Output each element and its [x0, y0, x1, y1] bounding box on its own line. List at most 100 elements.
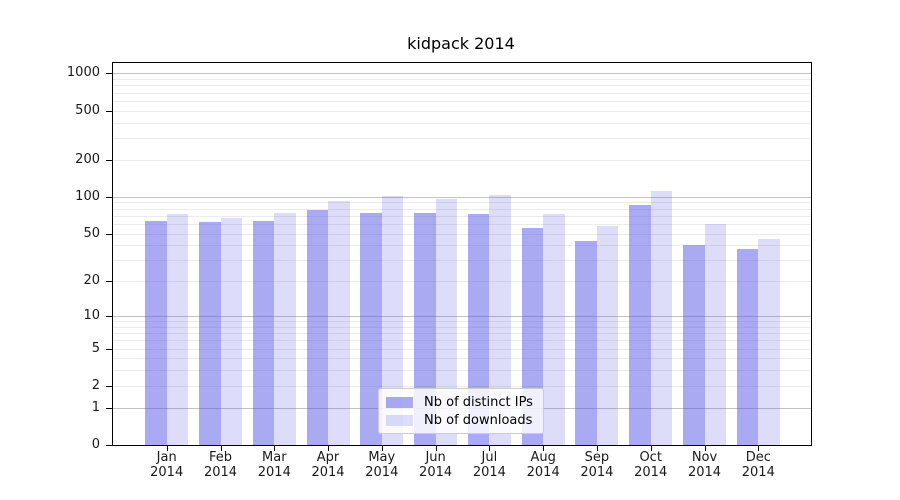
bar-ips-oct	[629, 205, 651, 445]
x-tick-label: Jul 2014	[472, 450, 506, 480]
legend: Nb of distinct IPs Nb of downloads	[378, 388, 544, 434]
gridline-minor	[113, 333, 811, 335]
y-tick-label: 20	[83, 273, 100, 289]
legend-label-downloads: Nb of downloads	[424, 412, 533, 428]
y-tick-label: 5	[91, 340, 100, 356]
bar-dl-feb	[220, 218, 242, 445]
gridline-minor	[113, 348, 811, 350]
x-tick-label: May 2014	[365, 450, 399, 480]
gridline-major	[113, 73, 811, 75]
x-tick	[435, 445, 437, 451]
x-tick-label: Feb 2014	[203, 450, 238, 480]
bar-dl-jul	[489, 194, 511, 445]
bar-dl-mar	[274, 212, 296, 445]
gridline-minor	[113, 245, 811, 247]
gridline-minor	[113, 100, 811, 102]
gridline-minor	[113, 138, 811, 139]
bar-ips-jan	[145, 220, 167, 445]
y-tick	[106, 233, 113, 235]
bar-dl-jan	[166, 214, 189, 445]
x-tick	[274, 445, 276, 451]
bar-dl-oct	[650, 190, 673, 445]
x-tick-label: Nov 2014	[687, 450, 722, 480]
gridline-minor	[113, 326, 811, 328]
gridline-minor	[113, 385, 811, 387]
bar-ips-feb	[199, 222, 221, 445]
gridline-minor	[113, 202, 811, 204]
gridline-major	[113, 196, 811, 198]
legend-swatch-ips	[386, 396, 413, 408]
y-tick-label: 50	[83, 225, 100, 241]
gridline-minor	[113, 260, 811, 262]
bar-dl-nov	[704, 223, 726, 445]
gridline-minor	[113, 159, 811, 161]
gridline-minor	[113, 110, 811, 112]
bar-ips-jul	[467, 213, 490, 445]
x-tick-label: Jun 2014	[419, 450, 453, 480]
x-tick	[543, 445, 545, 451]
y-tick	[106, 196, 113, 198]
y-tick-label: 200	[75, 151, 100, 167]
bar-dl-aug	[543, 214, 565, 445]
y-tick	[106, 281, 113, 283]
bar-ips-may	[360, 212, 382, 445]
y-tick-label: 0	[91, 437, 100, 452]
x-tick-label: Oct 2014	[634, 450, 668, 480]
bar-ips-apr	[306, 210, 328, 445]
gridline-minor	[113, 340, 811, 342]
gridline-minor	[113, 233, 811, 235]
x-tick	[596, 445, 598, 451]
y-tick	[106, 73, 113, 75]
y-tick-label: 500	[75, 102, 100, 118]
x-tick-label: Aug 2014	[526, 450, 560, 480]
legend-swatch-downloads	[386, 414, 413, 426]
x-tick	[328, 445, 329, 451]
legend-item-downloads: Nb of downloads	[386, 412, 535, 428]
y-tick	[106, 407, 113, 409]
bar-dl-dec	[758, 239, 780, 445]
gridline-minor	[113, 215, 811, 217]
bar-ips-mar	[252, 220, 275, 445]
x-tick-label: Sep 2014	[580, 450, 614, 480]
x-tick-label: Jan 2014	[150, 450, 184, 480]
x-tick-label: Apr 2014	[311, 450, 345, 480]
x-tick	[758, 445, 760, 451]
y-tick-label: 10	[83, 308, 100, 323]
legend-item-distinct-ips: Nb of distinct IPs	[386, 394, 535, 410]
y-tick	[106, 159, 113, 161]
gridline-minor	[113, 358, 811, 360]
y-tick-label: 1	[91, 399, 100, 415]
gridline-minor	[113, 370, 811, 372]
gridline-minor	[113, 122, 811, 124]
gridline-minor	[113, 281, 811, 283]
x-tick	[650, 445, 652, 451]
bar-dl-apr	[328, 200, 350, 445]
bar-ips-sep	[575, 241, 597, 445]
gridline-minor	[113, 208, 811, 210]
x-tick-label: Mar 2014	[257, 450, 291, 480]
gridline-minor	[113, 321, 811, 323]
gridline-minor	[113, 92, 811, 94]
y-tick	[106, 348, 113, 350]
x-tick	[381, 445, 383, 451]
x-tick	[489, 445, 491, 451]
y-tick	[106, 445, 113, 446]
x-tick	[220, 445, 222, 451]
x-tick	[704, 445, 706, 451]
y-tick	[106, 316, 113, 317]
x-tick-label: Dec 2014	[741, 450, 775, 480]
y-tick-label: 2	[91, 377, 100, 393]
bar-ips-nov	[683, 245, 705, 445]
gridline-minor	[113, 223, 811, 225]
bar-ips-dec	[736, 249, 759, 445]
y-tick	[106, 110, 113, 112]
gridline-minor	[113, 79, 811, 80]
y-tick	[106, 385, 113, 387]
gridline-major	[113, 316, 811, 317]
y-tick-label: 1000	[66, 65, 100, 81]
bar-dl-sep	[596, 225, 619, 445]
gridline-minor	[113, 85, 811, 87]
chart-title: kidpack 2014	[407, 34, 515, 53]
y-tick-label: 100	[75, 188, 100, 204]
bar-dl-may	[381, 195, 404, 445]
